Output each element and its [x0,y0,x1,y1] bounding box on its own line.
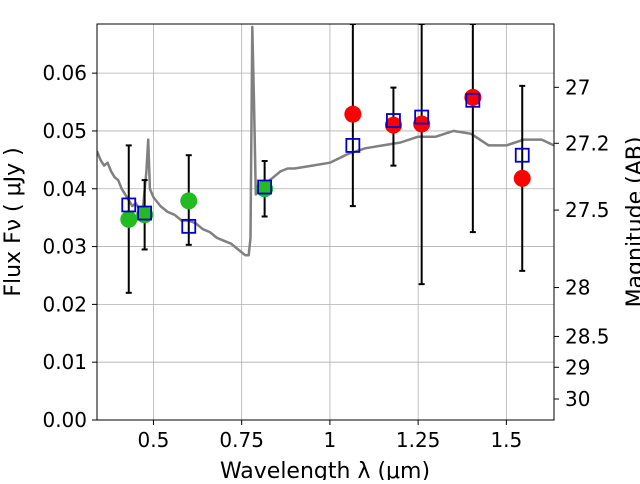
observed-point [344,105,362,123]
y-tick-label: 0.04 [42,177,87,201]
y-axis-label: Flux Fν ( μJy ) [1,147,26,296]
y-tick-label: 0.06 [42,61,87,85]
x-tick-label: 0.5 [138,428,170,452]
model-point [465,92,481,108]
model-point [181,218,197,234]
model-point [514,147,530,163]
x-tick-label: 1 [324,428,337,452]
y-tick-label: 0.03 [42,235,87,259]
x-axis: 0.5 0.75 1 1.25 1.5 [138,420,522,452]
observed-point [513,169,531,187]
right-tick-label: 30 [565,387,590,411]
model-point [121,197,137,213]
y-tick-label: 0.01 [42,350,87,374]
model-point [414,109,430,125]
right-axis-label: Magnitude (AB) [623,137,640,308]
y-tick-label: 0.02 [42,292,87,316]
y-axis: 0.00 0.01 0.02 0.03 0.04 0.05 0.06 [42,61,97,432]
right-axis: 27 27.2 27.5 28 28.5 29 30 [554,75,610,411]
observed-point [384,116,402,134]
x-tick-label: 0.75 [219,428,264,452]
grid-layer [97,24,554,421]
observed-point [120,210,138,228]
x-tick-label: 1.5 [490,428,522,452]
model-point [345,138,361,153]
right-tick-label: 27 [565,75,590,99]
plot-frame [96,23,555,421]
x-axis-label: Wavelength λ (μm) [220,459,430,480]
observed-point [180,192,198,210]
model-point [257,179,273,195]
points-layer [120,88,531,234]
model-point [137,205,153,221]
model-spectrum-layer [97,25,554,257]
model-point [386,113,401,128]
right-tick-label: 28 [565,276,590,300]
right-tick-label: 27.2 [565,131,610,155]
y-tick-label: 0.05 [42,119,87,143]
right-tick-label: 28.5 [565,324,610,348]
right-tick-label: 27.5 [565,198,610,222]
y-tick-label: 0.00 [42,408,87,432]
errorbar-layer [125,24,526,294]
x-tick-label: 1.25 [396,428,441,452]
model-spectrum-line [97,25,554,257]
right-tick-label: 29 [565,355,590,379]
